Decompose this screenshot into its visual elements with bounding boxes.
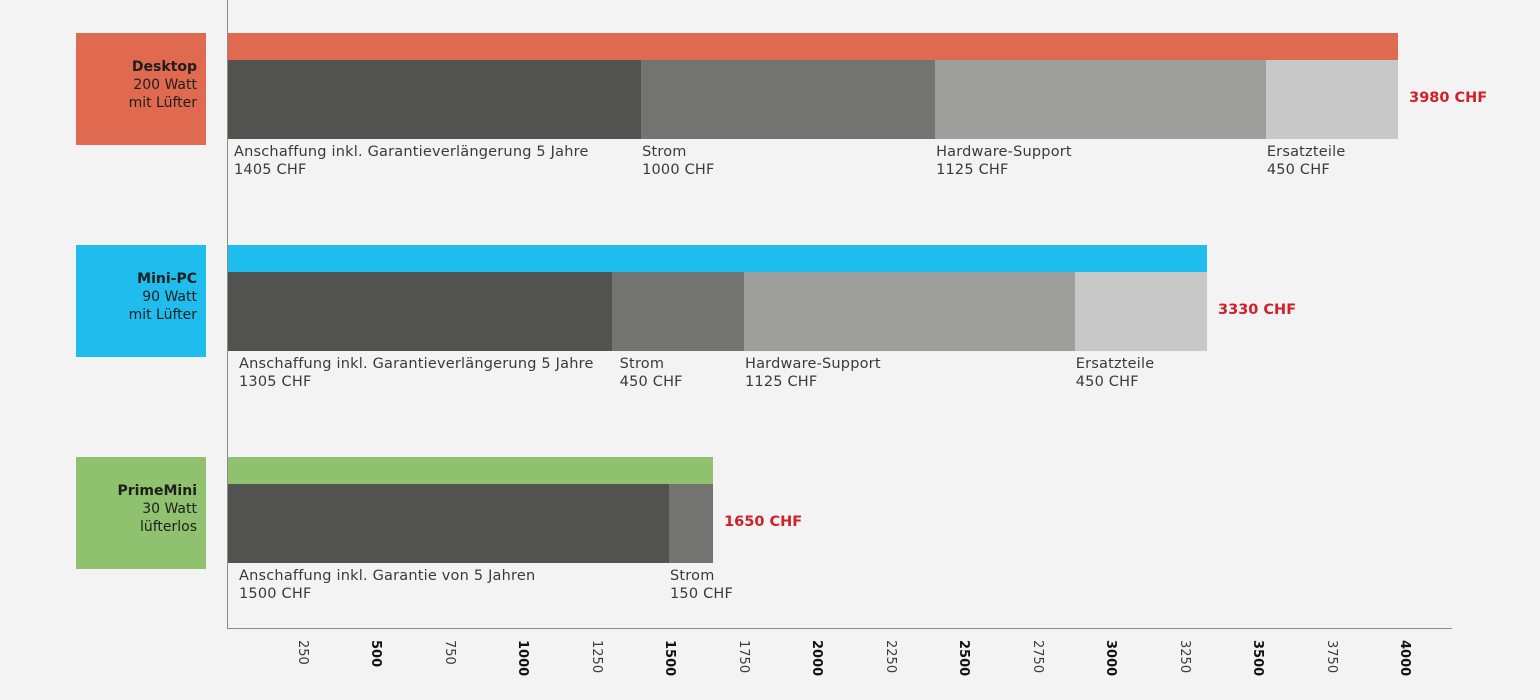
segment-label: Anschaffung inkl. Garantieverlängerung 5… bbox=[234, 143, 589, 179]
segment-label: Hardware-Support 1125 CHF bbox=[745, 355, 881, 391]
segment-label: Strom 150 CHF bbox=[670, 567, 733, 603]
bar-segment bbox=[228, 272, 612, 351]
row-label-cooling: mit Lüfter bbox=[128, 307, 197, 323]
x-tick-label: 3750 bbox=[1323, 640, 1339, 674]
bar-segment bbox=[611, 272, 744, 351]
row-label-box: Desktop 200 Watt mit Lüfter bbox=[76, 33, 206, 145]
row-label-box: Mini-PC 90 Watt mit Lüfter bbox=[76, 245, 206, 357]
x-tick-label: 2000 bbox=[809, 640, 824, 677]
x-tick-label: 1250 bbox=[588, 640, 604, 674]
segment-label: Anschaffung inkl. Garantieverlängerung 5… bbox=[239, 355, 594, 391]
row-total-label: 3330 CHF bbox=[1218, 301, 1297, 318]
segment-category: Hardware-Support bbox=[744, 356, 881, 372]
row-label-cooling: lüfterlos bbox=[139, 519, 197, 535]
x-tick-label: 3500 bbox=[1250, 640, 1265, 677]
segment-label: Ersatzteile 450 CHF bbox=[1267, 143, 1346, 179]
x-tick-label: 250 bbox=[294, 640, 310, 665]
segment-category: Strom bbox=[670, 568, 715, 584]
row-label-wattage: 200 Watt bbox=[133, 77, 197, 93]
segment-category: Strom bbox=[642, 144, 687, 160]
x-tick-label: 750 bbox=[441, 640, 457, 665]
row-label-cooling: mit Lüfter bbox=[128, 95, 197, 111]
row-total-bar bbox=[228, 457, 714, 484]
row-total-bar bbox=[228, 33, 1399, 60]
segment-label: Ersatzteile 450 CHF bbox=[1076, 355, 1155, 391]
segment-category: Anschaffung inkl. Garantieverlängerung 5… bbox=[234, 144, 589, 160]
row-label-name: Mini-PC bbox=[137, 271, 197, 287]
segment-label: Strom 1000 CHF bbox=[642, 143, 714, 179]
row-label-wattage: 90 Watt bbox=[142, 289, 197, 305]
segment-value: 1500 CHF bbox=[239, 586, 312, 602]
segment-category: Hardware-Support bbox=[936, 144, 1072, 160]
segment-value: 1405 CHF bbox=[234, 162, 307, 178]
row-label-name: Desktop bbox=[131, 59, 197, 75]
segment-label: Anschaffung inkl. Garantie von 5 Jahren 1… bbox=[239, 567, 535, 603]
segment-value: 450 CHF bbox=[1266, 162, 1330, 178]
x-tick-label: 1000 bbox=[515, 640, 530, 677]
x-tick-label: 4000 bbox=[1397, 640, 1412, 677]
y-axis-line bbox=[227, 0, 228, 629]
row-label-name: PrimeMini bbox=[117, 483, 197, 499]
segment-value: 150 CHF bbox=[670, 586, 734, 602]
x-axis-line bbox=[227, 628, 1452, 629]
segment-category: Ersatzteile bbox=[1075, 356, 1155, 372]
x-tick-label: 500 bbox=[368, 640, 383, 668]
row-total-bar bbox=[228, 245, 1208, 272]
x-tick-label: 3250 bbox=[1176, 640, 1192, 674]
row-label-box: PrimeMini 30 Watt lüfterlos bbox=[76, 457, 206, 569]
row-label-wattage: 30 Watt bbox=[142, 501, 197, 517]
segment-value: 450 CHF bbox=[619, 374, 683, 390]
bar-segment bbox=[1265, 60, 1399, 139]
segment-category: Strom bbox=[619, 356, 665, 372]
row-total-label: 1650 CHF bbox=[724, 513, 803, 530]
segment-label: Hardware-Support 1125 CHF bbox=[936, 143, 1072, 179]
segment-category: Ersatzteile bbox=[1266, 144, 1346, 160]
segment-value: 1305 CHF bbox=[239, 374, 312, 390]
segment-category: Anschaffung inkl. Garantie von 5 Jahren bbox=[239, 568, 536, 584]
x-tick-label: 2250 bbox=[882, 640, 898, 674]
bar-segment bbox=[228, 60, 642, 139]
segment-value: 450 CHF bbox=[1075, 374, 1139, 390]
segment-value: 1125 CHF bbox=[936, 162, 1009, 178]
x-tick-label: 1500 bbox=[662, 640, 677, 677]
x-tick-label: 2750 bbox=[1029, 640, 1045, 674]
row-total-label: 3980 CHF bbox=[1409, 89, 1488, 106]
segment-category: Anschaffung inkl. Garantieverlängerung 5… bbox=[239, 356, 594, 372]
bar-segment bbox=[641, 60, 936, 139]
segment-value: 1125 CHF bbox=[744, 374, 818, 390]
segment-value: 1000 CHF bbox=[642, 162, 715, 178]
bar-segment bbox=[669, 484, 714, 563]
bar-segment bbox=[1074, 272, 1208, 351]
x-tick-label: 2500 bbox=[956, 640, 971, 677]
bar-segment bbox=[935, 60, 1266, 139]
x-tick-label: 1750 bbox=[735, 640, 751, 674]
x-tick-label: 3000 bbox=[1103, 640, 1118, 677]
bar-segment bbox=[228, 484, 669, 563]
bar-segment bbox=[743, 272, 1075, 351]
segment-label: Strom 450 CHF bbox=[620, 355, 683, 391]
